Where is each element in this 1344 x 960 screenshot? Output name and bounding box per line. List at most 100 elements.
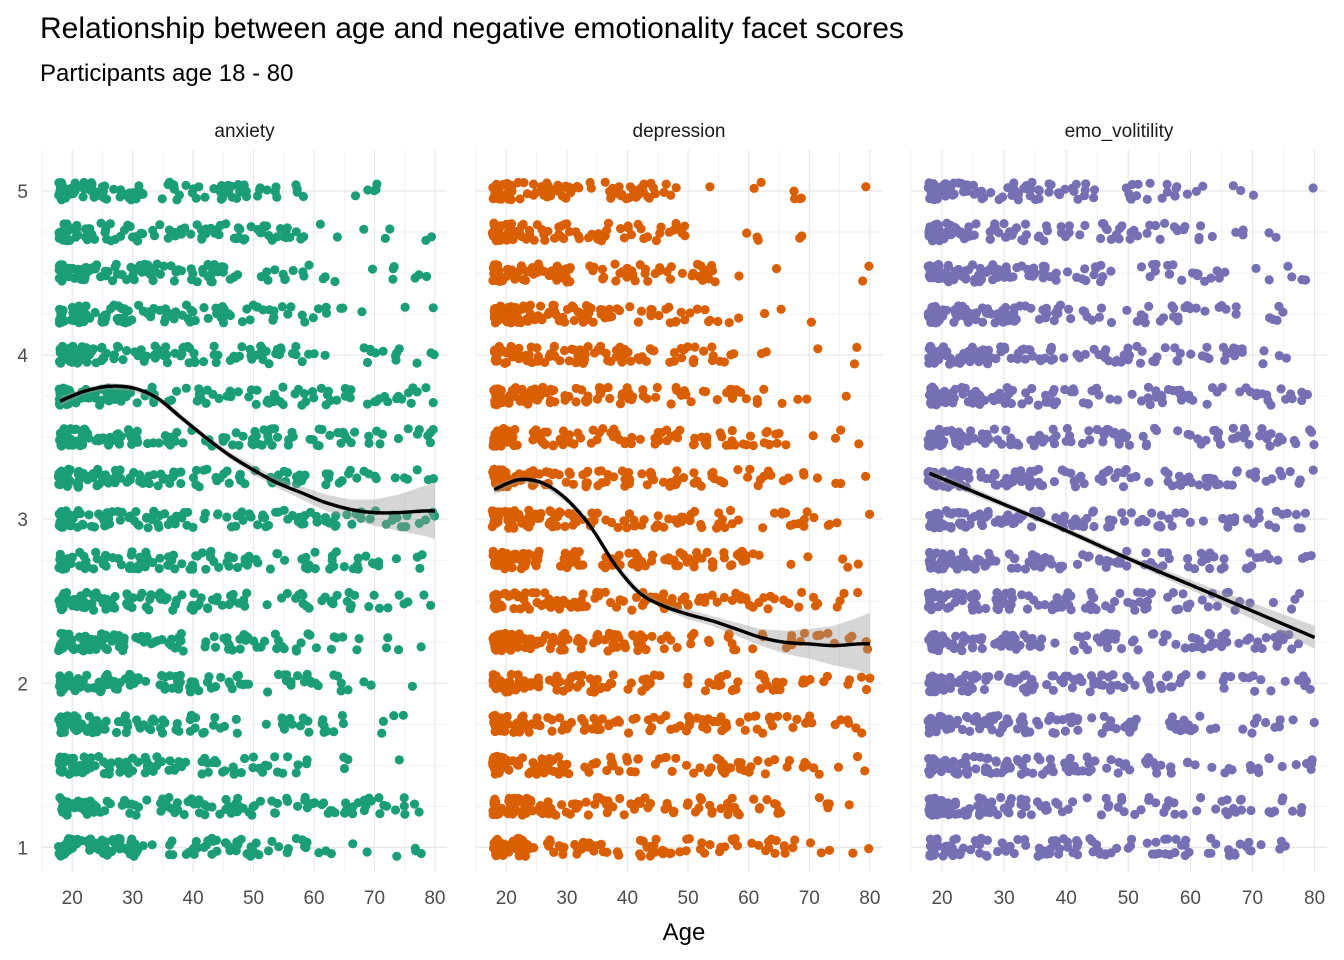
data-point: [679, 551, 689, 562]
data-point: [146, 270, 156, 280]
data-point: [1089, 676, 1099, 686]
data-point: [421, 515, 431, 525]
data-point: [148, 766, 158, 777]
data-point: [58, 850, 68, 860]
data-point: [153, 481, 163, 491]
data-point: [170, 231, 180, 241]
data-point: [822, 799, 832, 809]
data-point: [490, 716, 500, 726]
data-point: [720, 522, 730, 533]
data-point: [523, 642, 533, 653]
data-point: [147, 840, 157, 850]
data-point: [114, 438, 124, 448]
data-point: [182, 520, 192, 530]
data-point: [293, 671, 303, 681]
data-point: [115, 515, 125, 525]
data-point: [430, 511, 440, 521]
data-point: [172, 195, 182, 205]
data-point: [1272, 639, 1282, 649]
data-point: [280, 555, 290, 565]
data-point: [830, 720, 840, 730]
data-point: [572, 682, 582, 692]
data-point: [179, 342, 189, 352]
data-point: [986, 768, 996, 779]
data-point: [317, 596, 327, 606]
data-point: [97, 476, 107, 486]
data-point: [188, 307, 198, 317]
data-point: [643, 276, 653, 286]
data-point: [159, 681, 170, 691]
data-point: [90, 683, 101, 693]
data-point: [391, 554, 401, 564]
data-point: [293, 516, 303, 527]
data-point: [56, 195, 67, 205]
data-point: [574, 183, 584, 193]
data-point: [428, 303, 438, 313]
data-point: [558, 426, 569, 436]
data-point: [832, 602, 842, 612]
data-point: [809, 512, 819, 523]
data-point: [705, 182, 715, 192]
data-point: [314, 848, 324, 858]
data-point: [255, 348, 266, 358]
data-point: [1261, 633, 1271, 643]
data-point: [679, 386, 690, 396]
data-point: [777, 398, 787, 408]
data-point: [733, 515, 744, 525]
data-point: [959, 807, 969, 817]
data-point: [383, 397, 393, 407]
data-point: [544, 675, 555, 685]
data-point: [308, 313, 318, 323]
data-point: [253, 558, 263, 568]
data-point: [507, 437, 517, 447]
data-point: [924, 715, 935, 725]
data-point: [671, 382, 681, 393]
data-point: [642, 480, 652, 490]
data-point: [1142, 838, 1152, 848]
data-point: [269, 397, 279, 407]
data-point: [1159, 807, 1169, 818]
data-point: [518, 711, 528, 721]
data-point: [1144, 795, 1154, 806]
data-point: [110, 394, 120, 404]
data-point: [1042, 765, 1052, 775]
data-point: [399, 793, 409, 803]
data-point: [1253, 637, 1263, 647]
data-point: [56, 478, 66, 488]
data-point: [242, 849, 252, 859]
data-point: [264, 359, 274, 369]
data-point: [215, 473, 225, 483]
data-point: [375, 439, 385, 449]
data-point: [108, 276, 118, 286]
data-point: [359, 677, 369, 687]
data-point: [141, 547, 151, 557]
data-point: [338, 427, 348, 437]
data-point: [177, 590, 187, 600]
data-point: [113, 429, 123, 439]
data-point: [149, 303, 159, 314]
data-point: [232, 728, 242, 738]
data-point: [524, 604, 535, 614]
data-point: [790, 194, 800, 204]
data-point: [389, 711, 399, 721]
data-point: [664, 302, 674, 312]
data-point: [186, 710, 196, 720]
data-point: [57, 276, 67, 286]
data-point: [80, 765, 90, 775]
data-point: [733, 465, 743, 475]
data-point: [572, 636, 583, 646]
data-point: [320, 350, 330, 360]
data-point: [657, 847, 667, 857]
data-point: [365, 514, 375, 524]
data-point: [369, 590, 379, 600]
data-point: [664, 553, 674, 563]
data-point: [497, 803, 507, 814]
data-point: [723, 809, 733, 820]
data-point: [836, 425, 846, 435]
data-point: [107, 434, 117, 444]
data-point: [865, 509, 875, 519]
data-point: [668, 808, 679, 818]
smooth-trend-line: [493, 477, 870, 648]
data-point: [166, 395, 177, 405]
data-point: [731, 645, 741, 655]
